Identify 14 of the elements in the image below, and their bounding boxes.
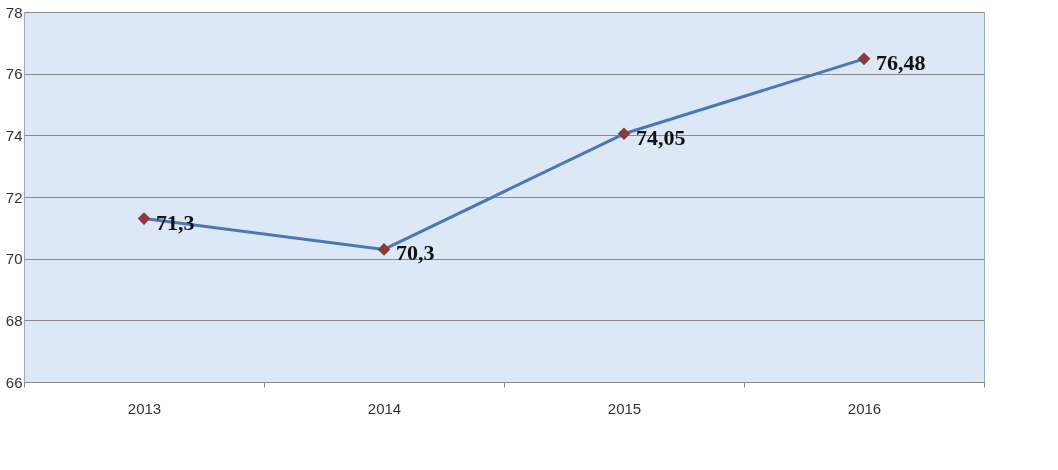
data-label: 70,3 [396, 240, 435, 266]
x-tick-label: 2015 [607, 399, 642, 417]
y-tick-label: 78 [5, 3, 23, 21]
data-label: 76,48 [876, 49, 926, 75]
y-tick-label: 66 [5, 373, 23, 391]
y-tick-label: 68 [5, 311, 23, 329]
y-tick-label: 74 [5, 126, 23, 144]
data-label: 74,05 [636, 124, 686, 150]
x-tick-label: 2014 [367, 399, 402, 417]
x-tick-label: 2013 [127, 399, 162, 417]
y-tick-label: 76 [5, 65, 23, 83]
x-tick-label: 2016 [847, 399, 882, 417]
y-tick-label: 72 [5, 188, 23, 206]
y-tick-label: 70 [5, 250, 23, 268]
